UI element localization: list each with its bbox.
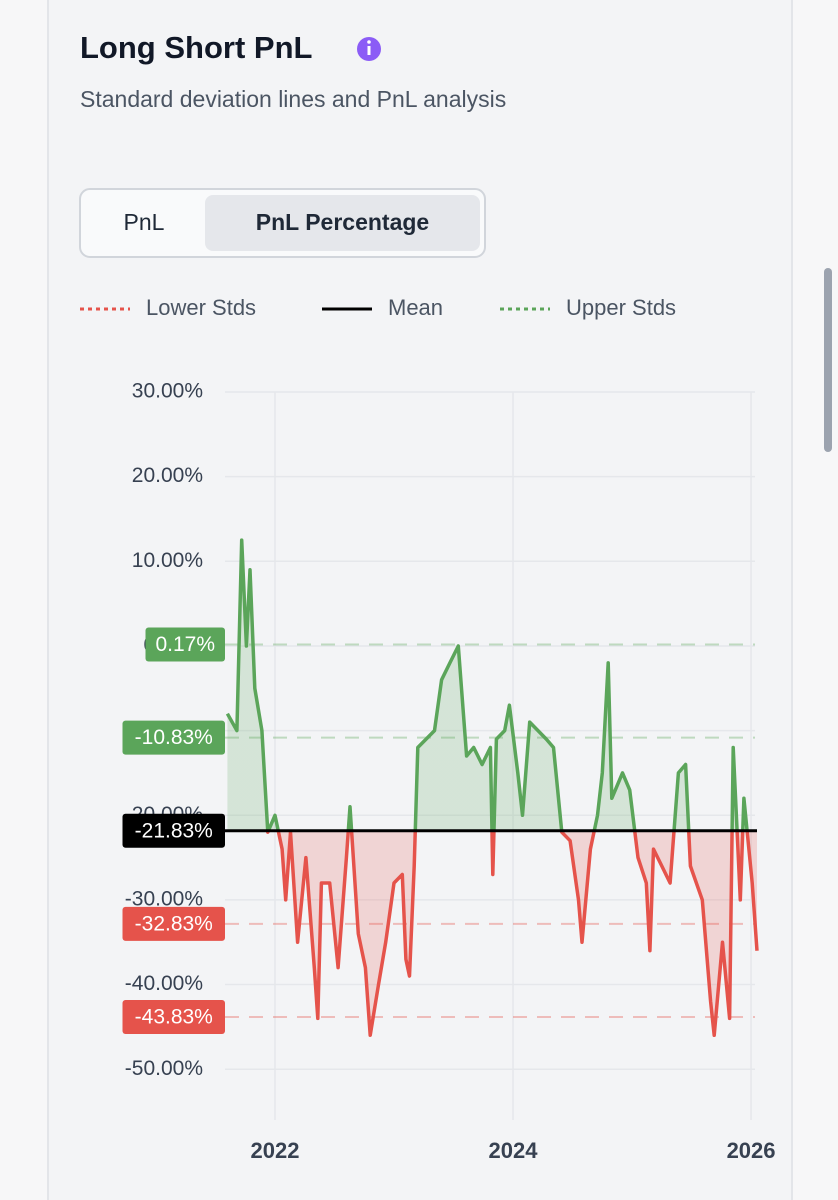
plot: 30.00%20.00%10.00%0.00%-10.00%-20.00%-30… <box>122 380 776 1163</box>
y-tick-label: 20.00% <box>132 464 203 487</box>
value-badge <box>145 627 225 662</box>
value-badge-label: -21.83% <box>135 819 213 842</box>
y-tick-label: 10.00% <box>132 549 203 572</box>
scrollbar <box>824 268 832 452</box>
x-tick-label: 2022 <box>251 1138 300 1163</box>
value-badge-label: -43.83% <box>135 1006 213 1029</box>
legend-label: Upper Stds <box>566 295 676 320</box>
value-badge <box>122 906 225 941</box>
info-icon-dot <box>367 40 371 44</box>
legend: Lower Stds Mean Upper Stds <box>80 295 676 320</box>
legend-label: Lower Stds <box>146 295 256 320</box>
pnl-line <box>225 538 759 1038</box>
y-tick-label: 30.00% <box>132 380 203 403</box>
x-tick-label: 2026 <box>727 1138 776 1163</box>
value-badge <box>122 720 225 755</box>
tabs: PnL PnL Percentage <box>124 195 480 251</box>
y-tick-label: -30.00% <box>125 887 203 910</box>
value-badge-label: -32.83% <box>135 912 213 935</box>
value-badge <box>122 999 225 1034</box>
tab[interactable]: PnL Percentage <box>256 209 429 235</box>
title: Long Short PnL <box>80 30 312 65</box>
value-badge <box>122 813 225 848</box>
legend-label: Mean <box>388 295 443 320</box>
value-badge-label: -10.83% <box>135 726 213 749</box>
area <box>227 540 757 1036</box>
x-tick-label: 2024 <box>489 1138 539 1163</box>
info-icon-bar <box>367 46 371 55</box>
tab-active-bg[interactable] <box>205 195 480 251</box>
subtitle: Standard deviation lines and PnL analysi… <box>80 86 506 112</box>
y-tick-label: -50.00% <box>125 1057 203 1080</box>
y-tick-label: -40.00% <box>125 972 203 995</box>
tab[interactable]: PnL <box>124 209 165 235</box>
value-badge-label: 0.17% <box>155 633 215 656</box>
